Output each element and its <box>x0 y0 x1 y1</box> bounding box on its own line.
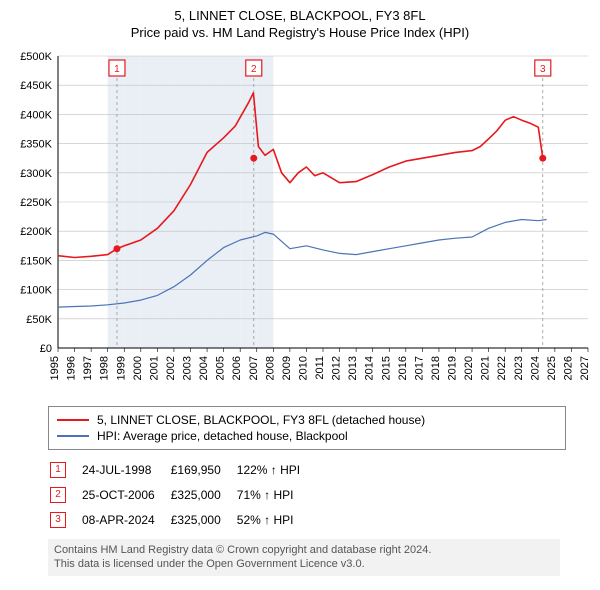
svg-text:£200K: £200K <box>20 226 52 238</box>
marker-date: 08-APR-2024 <box>82 508 169 531</box>
marker-table: 1 24-JUL-1998£169,950122% ↑ HPI 2 25-OCT-20… <box>48 456 316 533</box>
marker-number-icon: 2 <box>50 487 66 503</box>
svg-text:2000: 2000 <box>132 356 144 380</box>
svg-text:2027: 2027 <box>579 356 591 380</box>
legend-swatch <box>57 435 89 437</box>
svg-text:2: 2 <box>251 64 257 75</box>
svg-text:2022: 2022 <box>496 356 508 380</box>
svg-text:2009: 2009 <box>281 356 293 380</box>
svg-text:1999: 1999 <box>115 356 127 380</box>
legend-swatch <box>57 419 89 421</box>
chart-area: £0 £50K £100K £150K £200K £250K £300K £350K £400… <box>8 48 592 398</box>
chart-subtitle: Price paid vs. HM Land Registry's House … <box>8 25 592 40</box>
svg-text:2020: 2020 <box>463 356 475 380</box>
svg-text:2015: 2015 <box>380 356 392 380</box>
marker-price: £325,000 <box>171 508 235 531</box>
marker-price: £169,950 <box>171 458 235 481</box>
svg-text:2024: 2024 <box>529 356 541 380</box>
svg-text:£450K: £450K <box>20 80 52 92</box>
svg-text:2025: 2025 <box>546 356 558 380</box>
chart-svg: £0 £50K £100K £150K £200K £250K £300K £350K £400… <box>8 48 592 398</box>
svg-text:2026: 2026 <box>562 356 574 380</box>
svg-text:£0: £0 <box>40 343 52 355</box>
svg-text:1998: 1998 <box>99 356 111 380</box>
svg-text:2014: 2014 <box>364 356 376 380</box>
marker-row: 1 24-JUL-1998£169,950122% ↑ HPI <box>50 458 314 481</box>
svg-text:1996: 1996 <box>66 356 78 380</box>
svg-text:1: 1 <box>114 64 120 75</box>
svg-text:2007: 2007 <box>248 356 260 380</box>
footer-attribution: Contains HM Land Registry data © Crown c… <box>48 539 560 576</box>
svg-text:2011: 2011 <box>314 356 326 380</box>
svg-text:2010: 2010 <box>297 356 309 380</box>
svg-text:2002: 2002 <box>165 356 177 380</box>
svg-text:2018: 2018 <box>430 356 442 380</box>
svg-text:2004: 2004 <box>198 356 210 380</box>
footer-line: Contains HM Land Registry data © Crown c… <box>54 543 554 557</box>
legend-row: 5, LINNET CLOSE, BLACKPOOL, FY3 8FL (det… <box>57 413 557 427</box>
svg-text:2023: 2023 <box>513 356 525 380</box>
svg-text:2005: 2005 <box>215 356 227 380</box>
svg-text:2019: 2019 <box>447 356 459 380</box>
marker-pct: 52% ↑ HPI <box>237 508 314 531</box>
svg-text:1995: 1995 <box>49 356 61 380</box>
legend-label: HPI: Average price, detached house, Blac… <box>97 429 348 443</box>
svg-text:2006: 2006 <box>231 356 243 380</box>
legend-row: HPI: Average price, detached house, Blac… <box>57 429 557 443</box>
svg-text:£300K: £300K <box>20 168 52 180</box>
svg-text:2016: 2016 <box>397 356 409 380</box>
marker-pct: 71% ↑ HPI <box>237 483 314 506</box>
marker-date: 24-JUL-1998 <box>82 458 169 481</box>
svg-text:£400K: £400K <box>20 109 52 121</box>
footer-line: This data is licensed under the Open Gov… <box>54 557 554 571</box>
svg-text:£500K: £500K <box>20 51 52 63</box>
svg-text:£350K: £350K <box>20 139 52 151</box>
svg-text:2001: 2001 <box>148 356 160 380</box>
svg-text:£150K: £150K <box>20 255 52 267</box>
marker-number-icon: 1 <box>50 462 66 478</box>
marker-number-icon: 3 <box>50 512 66 528</box>
svg-text:£50K: £50K <box>26 314 52 326</box>
svg-text:1997: 1997 <box>82 356 94 380</box>
svg-text:2012: 2012 <box>331 356 343 380</box>
marker-row: 3 08-APR-2024£325,00052% ↑ HPI <box>50 508 314 531</box>
svg-text:2017: 2017 <box>413 356 425 380</box>
svg-text:2013: 2013 <box>347 356 359 380</box>
svg-text:3: 3 <box>540 64 546 75</box>
legend-label: 5, LINNET CLOSE, BLACKPOOL, FY3 8FL (det… <box>97 413 425 427</box>
legend-box: 5, LINNET CLOSE, BLACKPOOL, FY3 8FL (det… <box>48 406 566 450</box>
marker-date: 25-OCT-2006 <box>82 483 169 506</box>
chart-title: 5, LINNET CLOSE, BLACKPOOL, FY3 8FL <box>8 8 592 23</box>
svg-text:2021: 2021 <box>480 356 492 380</box>
marker-row: 2 25-OCT-2006£325,00071% ↑ HPI <box>50 483 314 506</box>
svg-text:£250K: £250K <box>20 197 52 209</box>
marker-price: £325,000 <box>171 483 235 506</box>
marker-pct: 122% ↑ HPI <box>237 458 314 481</box>
svg-text:2008: 2008 <box>264 356 276 380</box>
svg-text:2003: 2003 <box>182 356 194 380</box>
svg-text:£100K: £100K <box>20 285 52 297</box>
